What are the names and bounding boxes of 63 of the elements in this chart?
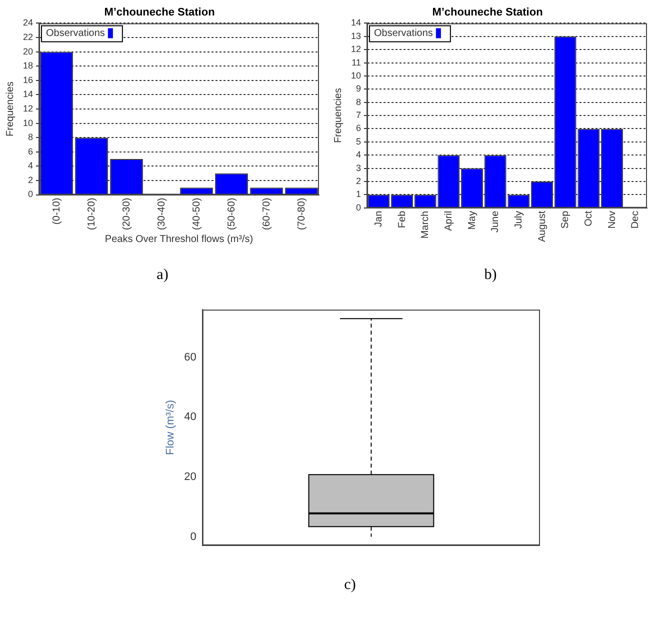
y-tick-label: 22 [22, 32, 34, 42]
x-tick-label: Feb [396, 210, 408, 228]
y-tick-label: 16 [22, 74, 34, 85]
x-tick-label: July [513, 210, 524, 229]
y-tick-label: 40 [184, 411, 196, 424]
x-axis-title: Peaks Over Threshol flows (m³/s) [104, 234, 254, 245]
y-tick-label: 2 [356, 176, 362, 186]
y-tick-label: 6 [28, 146, 34, 156]
x-tick-label: (60-70) [261, 198, 272, 230]
chart-title: M’chouneche Station [432, 6, 544, 19]
y-tick-label: 14 [22, 89, 34, 100]
y-tick-label: 20 [22, 46, 34, 56]
y-tick-label: 12 [350, 44, 362, 54]
y-tick-label: 13 [350, 30, 362, 41]
y-axis-title: Frequencies [4, 81, 16, 136]
y-tick-label: 8 [28, 132, 34, 142]
y-tick-label: 11 [352, 57, 362, 68]
y-axis-title: Frequencies [332, 88, 344, 144]
y-tick-label: 18 [22, 60, 34, 71]
y-tick-label: 0 [190, 530, 196, 543]
x-tick-label: Nov [606, 210, 618, 229]
x-tick-label: August [536, 210, 548, 242]
y-tick-label: 5 [356, 136, 362, 146]
x-tick-label: (30-40) [156, 198, 168, 230]
y-tick-label: 4 [356, 150, 362, 160]
y-tick-label: 10 [350, 70, 362, 80]
text: a) [156, 267, 170, 284]
x-tick-label: April [443, 210, 454, 231]
y-tick-label: 7 [356, 110, 362, 120]
y-tick-label: 12 [22, 103, 34, 114]
y-axis-title: Flow (m³/s) [164, 400, 177, 455]
y-tick-label: 24 [22, 18, 34, 28]
y-tick-label: 14 [350, 18, 362, 28]
legend-label: Observations [46, 28, 105, 39]
x-tick-label: March [420, 210, 432, 239]
x-tick-label: Sep [560, 210, 572, 229]
text: b) [483, 267, 498, 284]
y-tick-label: 0 [28, 189, 34, 200]
y-tick-label: 0 [356, 202, 362, 212]
x-tick-label: May [466, 210, 478, 230]
y-tick-label: 6 [356, 123, 362, 134]
y-tick-label: 1 [356, 189, 362, 200]
x-tick-label: (0-10) [51, 198, 62, 224]
legend-label: Observations [374, 28, 433, 39]
x-tick-label: (10-20) [86, 198, 98, 230]
x-tick-label: (70-80) [296, 198, 308, 230]
x-tick-label: June [490, 210, 502, 233]
y-tick-label: 8 [356, 96, 362, 107]
x-tick-label: (50-60) [226, 198, 238, 230]
y-tick-label: 10 [22, 118, 34, 128]
y-tick-label: 3 [356, 162, 362, 173]
x-tick-label: Jan [373, 210, 384, 227]
x-tick-label: (20-30) [121, 198, 132, 230]
y-tick-label: 2 [28, 174, 34, 185]
y-tick-label: 9 [356, 84, 362, 94]
chart-title: M’chouneche Station [104, 6, 216, 19]
y-tick-label: 20 [184, 470, 196, 483]
x-tick-label: (40-50) [191, 198, 202, 230]
x-tick-label: Oct [583, 210, 594, 226]
x-tick-label: Dec [630, 210, 642, 229]
text: c) [343, 577, 357, 594]
y-tick-label: 60 [184, 351, 196, 364]
y-tick-label: 4 [28, 160, 34, 171]
